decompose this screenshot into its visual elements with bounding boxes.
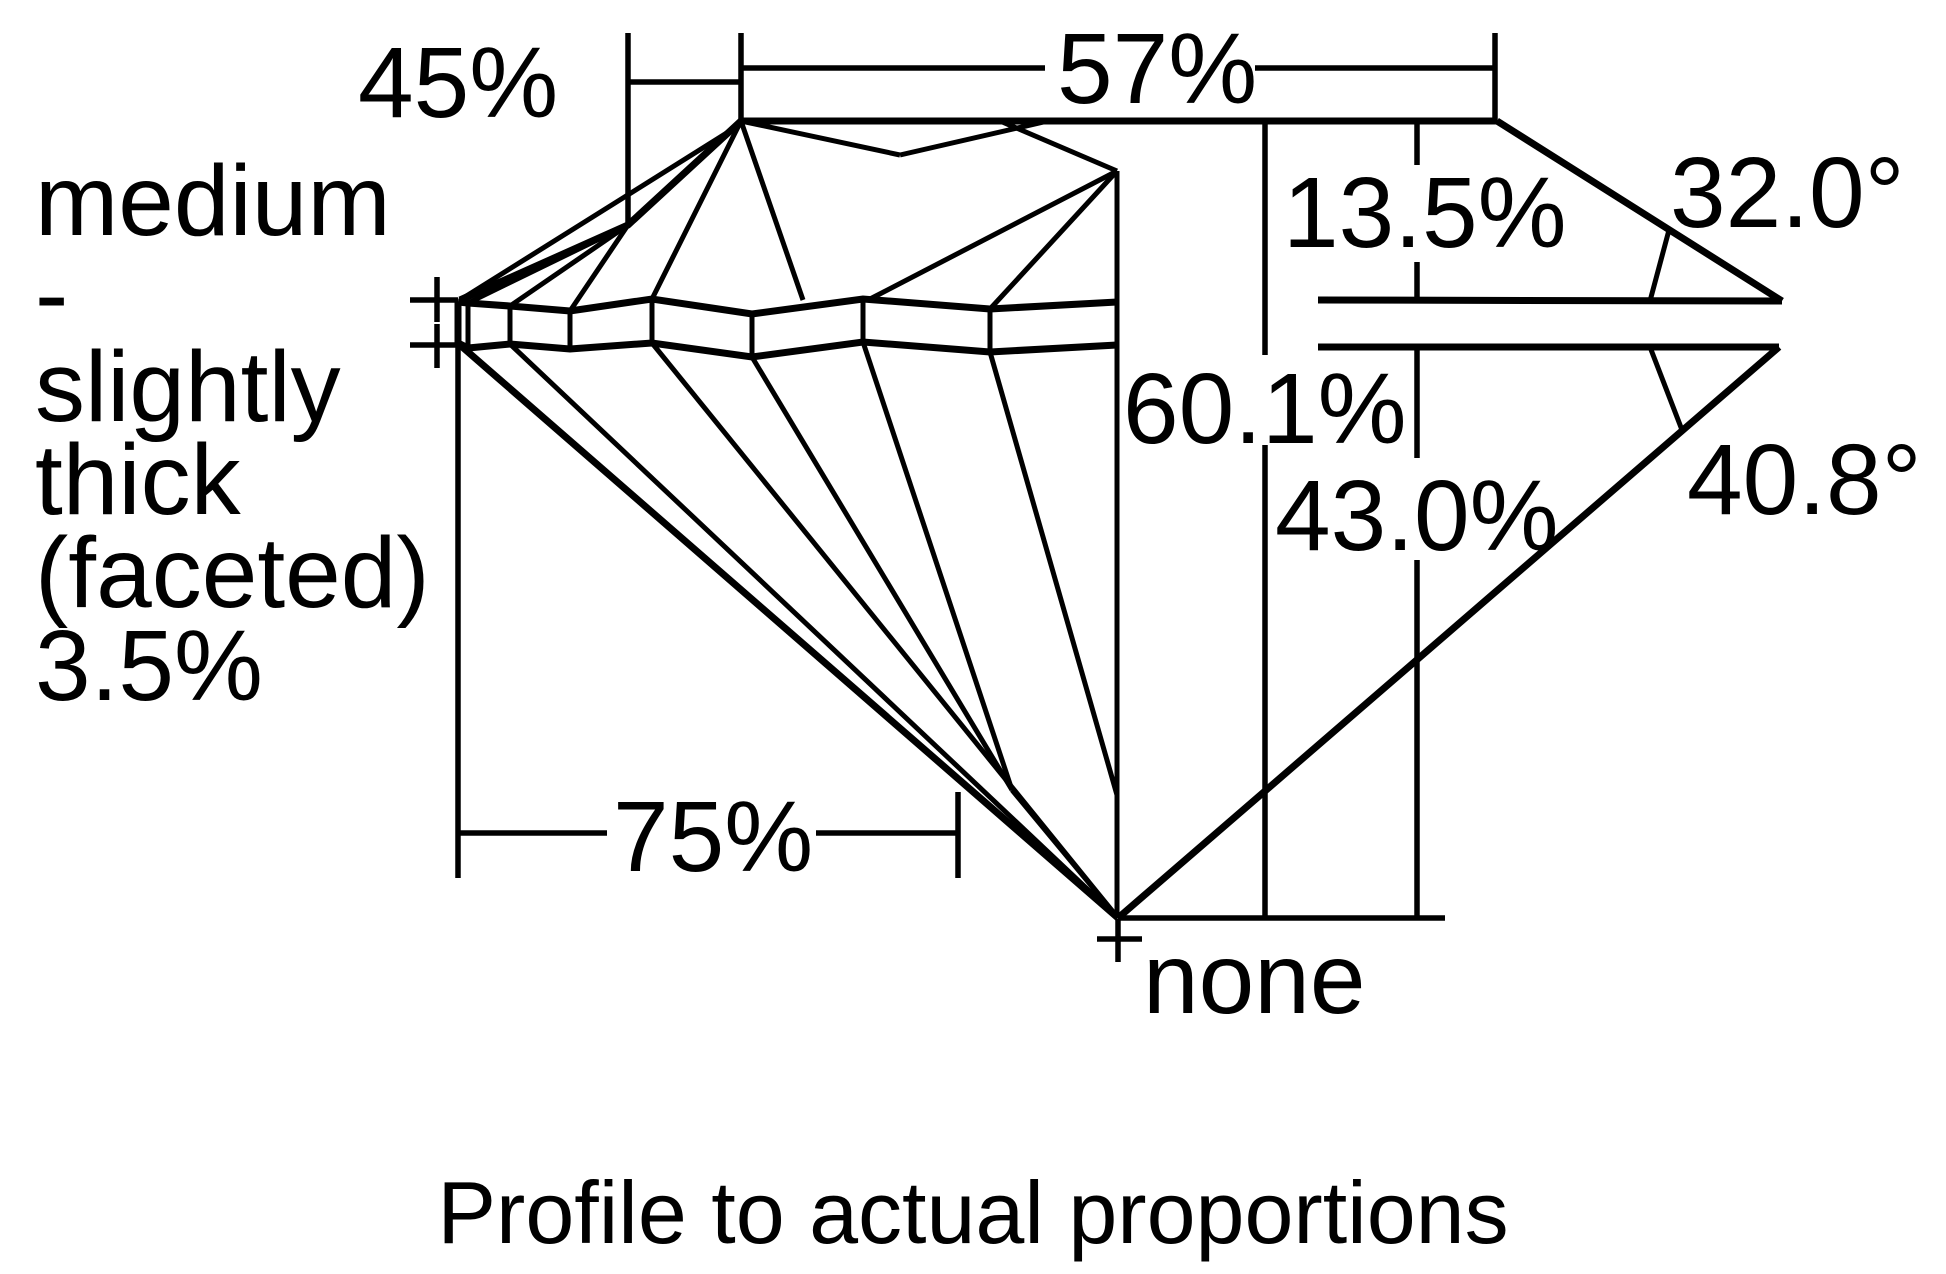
girdle-line-6: 3.5% xyxy=(35,610,263,722)
girdle-line-3: slightly xyxy=(35,331,341,443)
star-length-label: 45% xyxy=(358,27,558,139)
crown-height-label: 13.5% xyxy=(1283,157,1567,269)
pavilion-angle-label: 40.8° xyxy=(1687,424,1922,536)
crown-angle-label: 32.0° xyxy=(1670,137,1905,249)
total-depth-label: 60.1% xyxy=(1123,353,1407,465)
dimension-lines xyxy=(410,33,1498,962)
girdle-line-5: (faceted) xyxy=(35,517,430,629)
girdle-line-1: medium xyxy=(35,145,391,257)
culet-label: none xyxy=(1143,923,1365,1035)
angle-arc-marks xyxy=(1647,229,1685,431)
girdle-line-4: thick xyxy=(35,424,242,536)
pavilion-facet-lines xyxy=(508,341,1120,920)
table-size-label: 57% xyxy=(1057,13,1257,125)
diagram-title: Profile to actual proportions xyxy=(437,1163,1508,1262)
girdle-line-2: - xyxy=(35,238,68,350)
girdle-thickness-label: medium - slightly thick (faceted) 3.5% xyxy=(35,145,430,722)
lower-girdle-length-label: 75% xyxy=(613,781,813,893)
girdle-facet-junction-lines xyxy=(465,299,993,357)
pavilion-depth-label: 43.0% xyxy=(1275,460,1559,572)
crown-facet-lines xyxy=(458,118,1119,313)
